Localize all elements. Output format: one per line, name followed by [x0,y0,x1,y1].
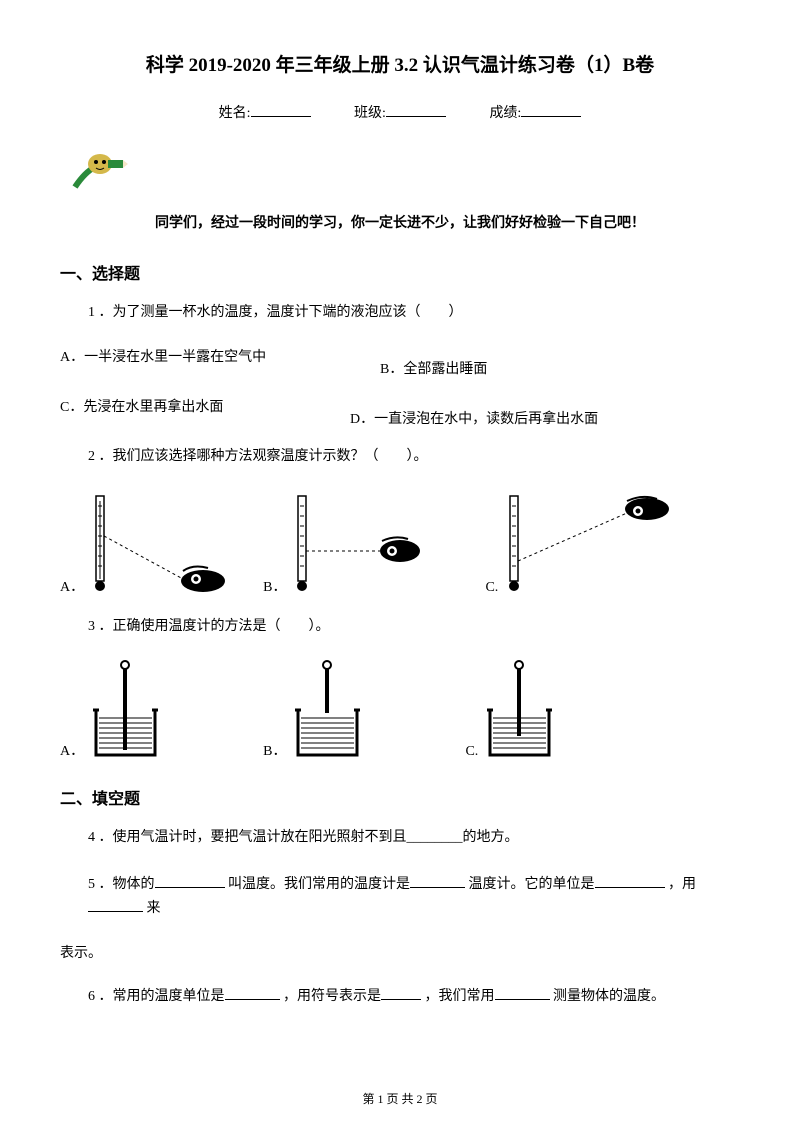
thermo-look-down-icon [88,491,233,596]
q3-label-a: A． [60,740,84,760]
q4-text: 4 ．使用气温计时，要把气温计放在阳光照射不到且________的地方。 [88,827,740,849]
info-line: 姓名: 班级: 成绩: [60,102,740,122]
beaker-middle-icon [482,660,557,760]
q6-blank1 [225,984,280,1000]
q2-label-c: C. [485,580,498,596]
q5-blank2 [410,872,465,888]
q5-p4: ，用 [668,877,696,892]
beaker-bottom-icon [88,660,163,760]
page-footer: 第 1 页 共 2 页 [0,1090,800,1107]
q5-p1: 5 ．物体的 [88,877,155,892]
q5-p2: 叫温度。我们常用的温度计是 [228,877,410,892]
q5-p3: 温度计。它的单位是 [469,877,595,892]
score-label: 成绩: [489,106,521,121]
q3-label-c: C. [465,744,478,760]
q5-p5: 来 [147,901,161,916]
thermo-look-level-icon [290,491,425,596]
section2-title: 二、填空题 [60,785,740,809]
section1-title: 一、选择题 [60,260,740,284]
name-label: 姓名: [219,106,251,121]
pencil-icon [70,142,740,197]
name-blank [251,116,311,117]
q5-text: 5 ．物体的 叫温度。我们常用的温度计是 温度计。它的单位是 ，用 来 [88,872,740,921]
q5-blank3 [595,872,665,888]
q5-blank1 [155,872,225,888]
intro-text: 同学们，经过一段时间的学习，你一定长进不少，让我们好好检验一下自己吧！ [60,212,740,232]
beaker-above-icon [290,660,365,760]
q3-images: A． B． C. [60,660,740,760]
q1-choice-b: B．全部露出睡面 [380,358,487,378]
q1-choice-d: D．一直浸泡在水中，读数后再拿出水面 [350,408,598,428]
q6-p2: ，用符号表示是 [283,989,381,1004]
q5-blank4 [88,896,143,912]
page-title: 科学 2019-2020 年三年级上册 3.2 认识气温计练习卷（1）B卷 [60,50,740,77]
thermo-look-up-icon [502,491,672,596]
q6-p1: 6 ．常用的温度单位是 [88,989,225,1004]
q3-label-b: B． [263,740,286,760]
q2-label-b: B． [263,576,286,596]
q1-choices-row2: C．先浸在水里再拿出水面 D．一直浸泡在水中，读数后再拿出水面 [60,396,740,428]
q1-text: 1 ．为了测量一杯水的温度，温度计下端的液泡应该（ ） [88,302,740,324]
q5-p6: 表示。 [60,942,740,962]
q1-choice-a: A．一半浸在水里一半露在空气中 [60,346,380,378]
score-blank [521,116,581,117]
q6-text: 6 ．常用的温度单位是 ，用符号表示是 ，我们常用 测量物体的温度。 [88,984,740,1008]
q2-label-a: A． [60,576,84,596]
q2-text: 2 ．我们应该选择哪种方法观察温度计示数？（ ）。 [88,446,740,468]
q6-p4: 测量物体的温度。 [553,989,665,1004]
class-blank [386,116,446,117]
q6-blank2 [381,984,421,1000]
q6-blank3 [495,984,550,1000]
q1-choice-c: C．先浸在水里再拿出水面 [60,396,350,428]
class-label: 班级: [354,106,386,121]
q2-images: A． B． C. [60,491,740,596]
q1-choices-row1: A．一半浸在水里一半露在空气中 B．全部露出睡面 [60,346,740,378]
q6-p3: ，我们常用 [425,989,495,1004]
q3-text: 3 ．正确使用温度计的方法是（ ）。 [88,616,740,638]
